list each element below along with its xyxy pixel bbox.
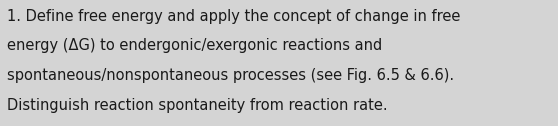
Text: spontaneous/nonspontaneous processes (see Fig. 6.5 & 6.6).: spontaneous/nonspontaneous processes (se…	[7, 68, 454, 83]
Text: Distinguish reaction spontaneity from reaction rate.: Distinguish reaction spontaneity from re…	[7, 98, 387, 113]
Text: 1. Define free energy and apply the concept of change in free: 1. Define free energy and apply the conc…	[7, 9, 460, 24]
Text: energy (ΔG) to endergonic/exergonic reactions and: energy (ΔG) to endergonic/exergonic reac…	[7, 38, 382, 53]
